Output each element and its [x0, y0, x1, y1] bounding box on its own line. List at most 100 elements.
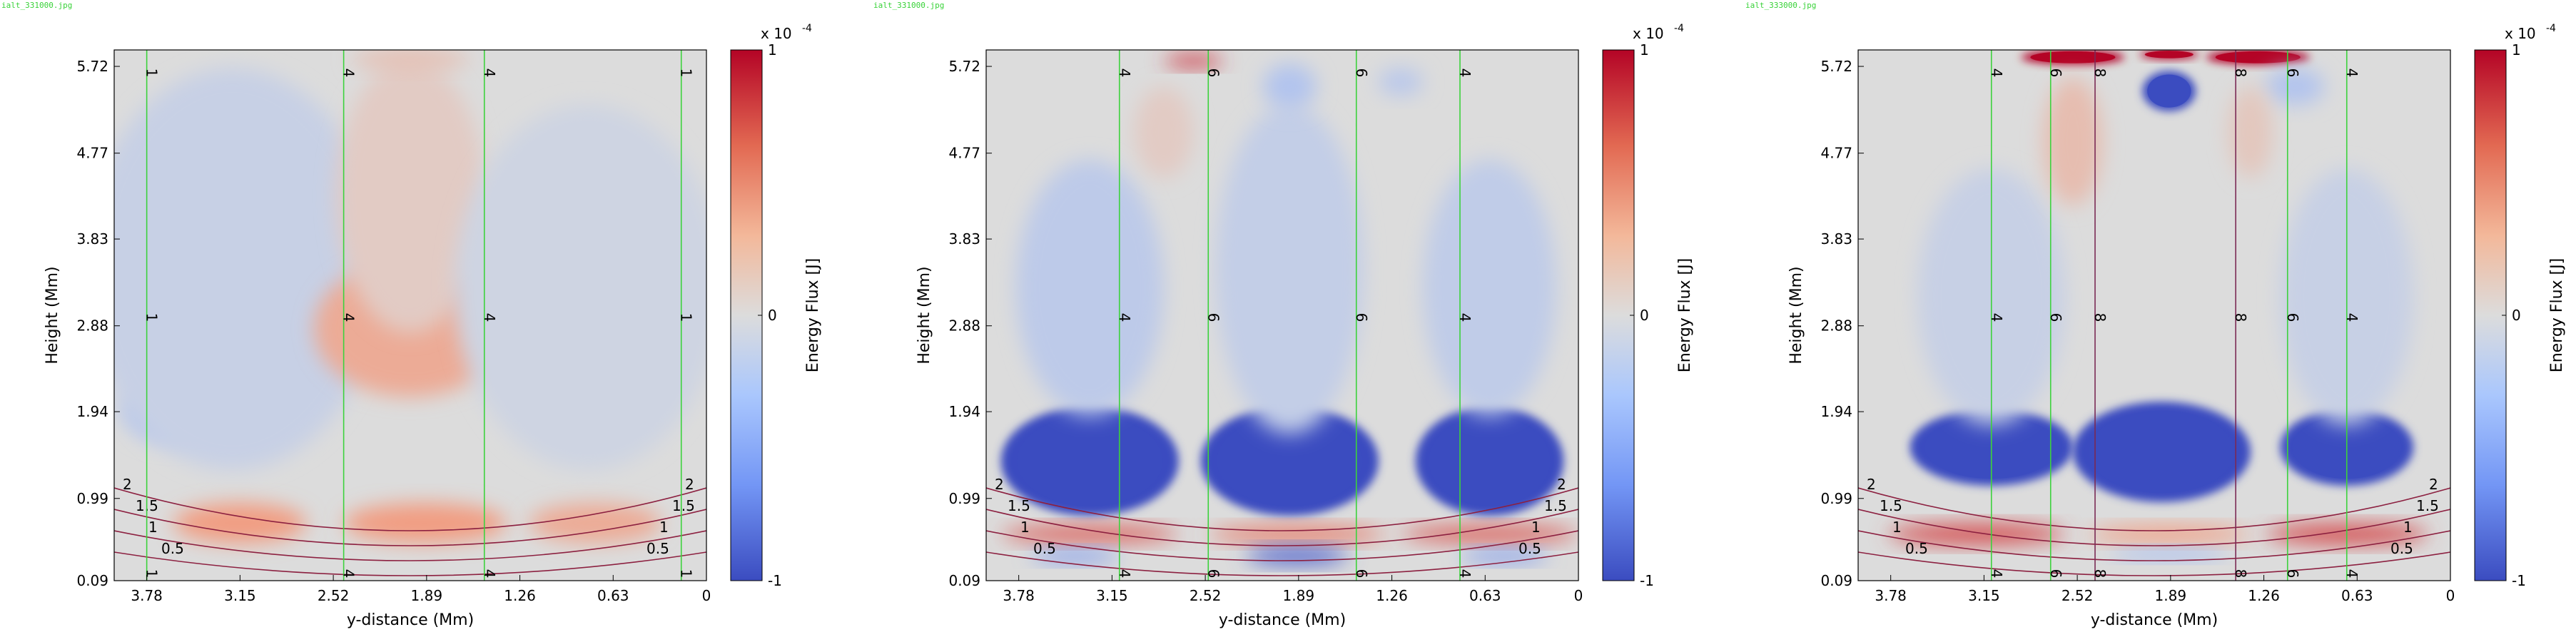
- field-line-label: 8: [2232, 569, 2249, 579]
- x-tick-label: 2.52: [1190, 587, 1222, 604]
- field-line-label: 4: [340, 68, 358, 78]
- contour-line-2: [114, 509, 706, 546]
- contour-label: 0.5: [2390, 540, 2413, 557]
- x-axis-label: y-distance (Mm): [1219, 611, 1346, 629]
- colorbar-tick-label: -1: [2512, 572, 2526, 589]
- field-line-label: 4: [1988, 313, 2005, 322]
- field-line-label: 4: [1456, 569, 1474, 579]
- contour-label: 0.5: [1905, 540, 1928, 557]
- flux-region-11: [1030, 549, 1120, 563]
- field-line-label: 6: [2047, 68, 2064, 78]
- contour-line-1: [986, 487, 1578, 531]
- field-line-label: 8: [2091, 569, 2109, 579]
- y-tick-label: 0.99: [76, 490, 108, 507]
- flux-core-13: [2147, 74, 2191, 108]
- x-tick-label: 0: [2446, 587, 2455, 604]
- contour-line-4: [986, 551, 1578, 576]
- colorbar: 1 0 -1 x 10 -4 Energy Flux [J]: [2474, 23, 2566, 589]
- colorbar-multiplier: x 10: [761, 25, 792, 42]
- x-tick-label: 0: [1574, 587, 1583, 604]
- contour-label: 1: [2403, 519, 2413, 536]
- x-tick-label: 1.26: [2248, 587, 2280, 604]
- x-tick-label: 3.15: [1096, 587, 1128, 604]
- contour-label: 2: [995, 476, 1004, 493]
- y-tick-label: 1.94: [76, 403, 108, 420]
- contour-line-3: [986, 530, 1578, 561]
- contour-label: 2: [1557, 476, 1566, 493]
- contour-lines: 2 21.5 1.51 10.5 0.5: [1858, 476, 2450, 576]
- y-tick-label: 0.09: [948, 572, 980, 589]
- field-lines: 1 1 1 4 4 4 4 4 4 1 1 1: [143, 50, 695, 581]
- field-line-label: 4: [340, 313, 358, 322]
- colorbar-tick-label: -1: [768, 572, 782, 589]
- flux-region-9: [351, 50, 470, 71]
- y-axis-label: Height (Mm): [44, 266, 61, 364]
- colorbar-tick-label: 1: [768, 41, 777, 58]
- flux-region-9: [2109, 549, 2228, 560]
- colorbar: 1 0 -1 x 10 -4 Energy Flux [J]: [730, 23, 822, 589]
- flux-core-2: [1217, 416, 1363, 506]
- x-tick-label: 3.15: [224, 587, 256, 604]
- field-line-label: 6: [1353, 569, 1370, 579]
- x-tick-label: 3.78: [131, 587, 163, 604]
- y-tick-label: 3.83: [1820, 230, 1852, 248]
- field-line-label: 4: [340, 569, 358, 579]
- field-line-label: 4: [481, 68, 498, 78]
- y-axis-label: Height (Mm): [916, 266, 933, 364]
- flux-region-5: [455, 104, 706, 470]
- flux-region-10: [1245, 547, 1349, 564]
- y-tick-label: 5.72: [1820, 58, 1852, 75]
- x-axis-label: y-distance (Mm): [2091, 611, 2218, 629]
- colorbar-multiplier: x 10: [1633, 25, 1664, 42]
- flux-core-12: [2215, 51, 2301, 63]
- flux-region-13: [1164, 54, 1223, 68]
- y-tick-label: 5.72: [948, 58, 980, 75]
- colorbar-exponent: -4: [802, 23, 812, 34]
- field-lines: 4 4 4 6 6 6 8 8 8 8 8 8 6 6 6 4 4 4: [1988, 50, 2361, 581]
- flux-region-4: [336, 58, 485, 333]
- y-tick-label: 2.88: [948, 317, 980, 335]
- field-line-label: 1: [143, 569, 161, 579]
- field-line-label: 1: [143, 68, 161, 78]
- field-line-label: 6: [1353, 68, 1370, 78]
- field-line-label: 1: [678, 313, 695, 322]
- y-tick-label: 4.77: [76, 145, 108, 162]
- flux-region-9: [1401, 526, 1578, 543]
- flux-region-6: [1887, 524, 2066, 544]
- x-tick-label: 1.26: [1376, 587, 1408, 604]
- contour-line-3: [114, 530, 706, 561]
- plot-frame: [113, 49, 707, 581]
- heatmap-field: [114, 50, 706, 544]
- y-tick-label: 1.94: [948, 403, 980, 420]
- contour-label: 1.5: [672, 497, 695, 514]
- x-tick-label: 1.89: [2155, 587, 2187, 604]
- contour-label: 1.5: [1008, 497, 1030, 514]
- contour-label: 2: [685, 476, 694, 493]
- contour-label: 0.5: [646, 540, 669, 557]
- contour-line-3: [1858, 530, 2450, 561]
- flux-region-6: [1423, 159, 1556, 416]
- x-tick-label: 2.52: [2062, 587, 2094, 604]
- colorbar-multiplier: x 10: [2505, 25, 2536, 42]
- contour-label: 1.5: [2416, 497, 2439, 514]
- contour-label: 2: [123, 476, 132, 493]
- colorbar-label: Energy Flux [J]: [804, 258, 822, 372]
- colorbar-gradient: [1602, 49, 1635, 581]
- flux-core-1: [1017, 416, 1163, 506]
- colorbar-tick-label: -1: [1640, 572, 1654, 589]
- field-lines: 4 4 4 6 6 6 6 6 6 4 4 4: [1116, 50, 1474, 581]
- contour-line-4: [1858, 551, 2450, 576]
- file-label: ialt_331000.jpg: [873, 1, 944, 10]
- contour-label: 1.5: [1544, 497, 1567, 514]
- contour-label: 1: [1020, 519, 1030, 536]
- x-axis-label: y-distance (Mm): [347, 611, 474, 629]
- flux-region-2: [114, 68, 381, 470]
- contour-line-2: [986, 509, 1578, 546]
- y-tick-label: 2.88: [1820, 317, 1852, 335]
- file-label: ialt_331000.jpg: [1, 1, 72, 10]
- contour-line-4: [114, 551, 706, 576]
- y-tick-label: 0.09: [76, 572, 108, 589]
